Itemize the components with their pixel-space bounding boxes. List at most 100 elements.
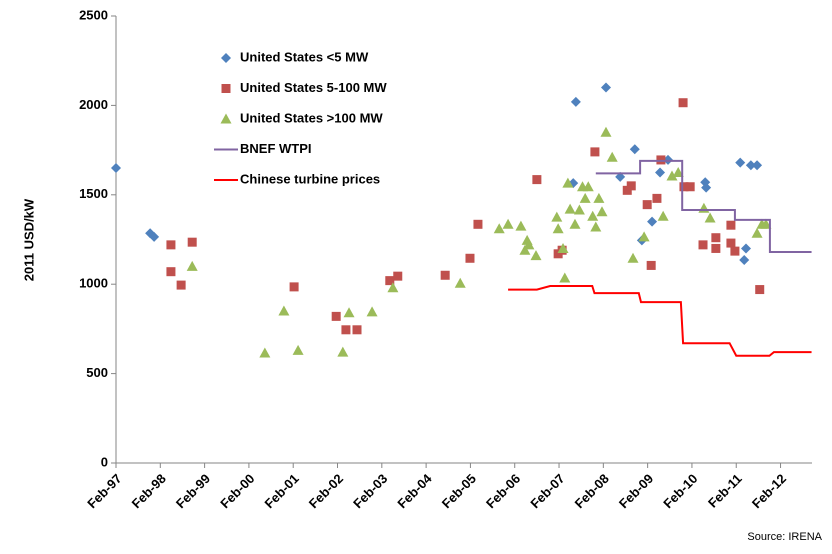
data-point [655,167,666,178]
data-point [523,239,535,250]
data-point [755,285,765,295]
data-point [551,211,563,222]
data-point [530,250,542,261]
x-tick-label: Feb-11 [705,471,745,511]
data-point [752,160,763,171]
data-point [331,311,341,321]
data-point [730,246,740,256]
x-tick-label: Feb-05 [439,471,479,511]
data-point [701,182,712,193]
y-axis-label: 2011 USD/kW [21,198,36,281]
data-point [166,267,176,277]
y-tick-label: 2000 [79,97,108,112]
x-tick-label: Feb-99 [173,471,213,511]
data-point [657,210,669,221]
data-point [385,276,395,286]
data-point [726,220,736,230]
data-point [352,325,362,335]
x-tick-label: Feb-10 [660,471,700,511]
data-point [149,231,160,242]
data-point [111,162,121,173]
data-point [600,126,612,137]
series-line [595,159,812,254]
data-point [278,305,290,316]
data-point [600,82,611,93]
data-point [532,175,542,185]
data-point [259,347,271,358]
data-point [606,151,618,162]
data-point [711,243,721,253]
data-point [473,219,483,229]
legend-label: United States 5-100 MW [240,80,387,95]
data-point [726,238,736,248]
data-point [672,166,684,177]
data-point [646,260,656,270]
data-point [593,192,605,203]
data-point [626,181,636,191]
data-point [559,272,571,283]
data-point [337,346,349,357]
legend-swatch [221,84,231,93]
x-tick-label: Feb-07 [527,471,567,511]
x-tick-label: Feb-97 [84,471,124,511]
legend-label: Chinese turbine prices [240,171,380,186]
x-tick-label: Feb-01 [262,471,302,511]
source-note: Source: IRENA [747,531,822,543]
data-point [652,193,662,203]
data-point [570,96,581,107]
x-tick-label: Feb-06 [483,471,523,511]
data-point [187,237,197,247]
data-point [366,306,378,317]
legend-label: United States >100 MW [240,110,383,125]
data-point [569,218,581,229]
data-point [552,223,564,234]
data-point [679,182,689,192]
data-point [557,242,569,253]
data-point [666,170,678,181]
data-point [341,325,351,335]
x-tick-label: Feb-00 [217,471,257,511]
data-point [502,218,514,229]
data-point [678,98,688,108]
data-point [186,260,198,271]
data-point [711,233,721,243]
data-point [564,203,576,214]
data-point [638,231,650,242]
data-point [387,282,399,293]
data-point [573,204,585,215]
y-tick-label: 2500 [79,7,108,22]
data-point [562,177,574,188]
x-tick-label: Feb-08 [572,471,612,511]
data-point [627,252,639,263]
data-point [493,223,505,234]
data-point [615,171,626,182]
legend-label: United States <5 MW [240,49,369,64]
data-point [292,344,304,355]
data-point [465,253,475,263]
y-tick-label: 1000 [79,276,108,291]
legend-swatch [220,113,232,124]
data-point [582,181,594,192]
data-point [596,206,608,217]
data-point [454,277,466,288]
x-tick-label: Feb-98 [129,471,169,511]
data-point [745,160,756,171]
data-point [704,212,716,223]
data-point [519,244,531,255]
data-point [515,220,527,231]
data-point [760,218,772,229]
data-point [590,221,602,232]
data-point [166,240,176,250]
data-point [740,243,751,254]
x-tick-label: Feb-03 [350,471,390,511]
data-point [698,202,710,213]
legend-label: BNEF WTPI [240,141,312,156]
data-point [698,240,708,250]
x-tick-label: Feb-09 [616,471,656,511]
data-point [587,210,599,221]
y-tick-label: 1500 [79,186,108,201]
data-point [440,270,450,280]
legend-swatch [221,53,231,63]
data-point [343,307,355,318]
